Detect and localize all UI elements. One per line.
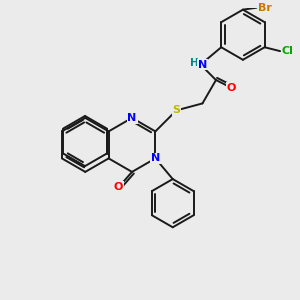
Text: N: N [128,113,136,123]
Text: S: S [172,105,180,116]
Text: Br: Br [258,3,272,13]
Text: Cl: Cl [282,46,294,56]
Text: N: N [151,153,160,164]
Text: N: N [198,60,207,70]
Text: H: H [190,58,199,68]
Text: O: O [227,83,236,93]
Text: O: O [114,182,123,192]
